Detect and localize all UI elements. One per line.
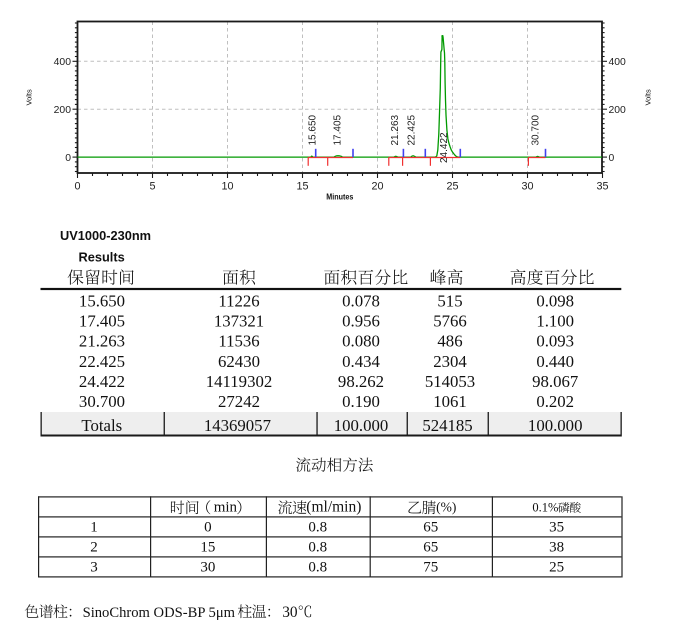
svg-text:30.700: 30.700 xyxy=(531,114,542,145)
svg-text:200: 200 xyxy=(609,105,627,116)
svg-text:24.422: 24.422 xyxy=(79,372,125,391)
svg-text:0.1%: 0.1% xyxy=(532,501,558,515)
svg-text:17.405: 17.405 xyxy=(79,312,125,331)
svg-text:200: 200 xyxy=(54,105,72,116)
svg-text:65: 65 xyxy=(423,520,438,536)
svg-text:17.405: 17.405 xyxy=(332,114,343,145)
svg-text:62430: 62430 xyxy=(218,352,260,371)
svg-text:0.8: 0.8 xyxy=(308,520,327,536)
svg-text:514053: 514053 xyxy=(425,372,475,391)
svg-text:Volts: Volts xyxy=(25,89,34,106)
svg-text:11226: 11226 xyxy=(218,292,259,311)
svg-text:(%): (%) xyxy=(436,500,456,515)
svg-text:0: 0 xyxy=(65,153,71,164)
svg-text:11536: 11536 xyxy=(218,332,259,351)
svg-text:15.650: 15.650 xyxy=(79,292,125,311)
svg-text:30: 30 xyxy=(200,560,215,576)
svg-text:21.263: 21.263 xyxy=(79,332,125,351)
svg-text:Totals: Totals xyxy=(81,416,122,435)
svg-text:0.8: 0.8 xyxy=(308,540,327,556)
svg-text:75: 75 xyxy=(423,560,438,576)
svg-text:25: 25 xyxy=(549,560,564,576)
svg-text:400: 400 xyxy=(54,57,72,68)
svg-text:0.098: 0.098 xyxy=(536,292,574,311)
svg-text:98.262: 98.262 xyxy=(338,372,384,391)
svg-text:20: 20 xyxy=(371,181,383,193)
svg-text:1: 1 xyxy=(90,520,98,536)
svg-text:3: 3 xyxy=(90,560,98,576)
svg-text:98.067: 98.067 xyxy=(532,372,578,391)
svg-text:0.440: 0.440 xyxy=(536,352,574,371)
svg-text:Results: Results xyxy=(79,249,125,264)
svg-text:22.425: 22.425 xyxy=(79,352,125,371)
svg-text:Volts: Volts xyxy=(644,89,653,106)
svg-text:1061: 1061 xyxy=(433,392,467,411)
svg-text:UV1000-230nm: UV1000-230nm xyxy=(60,228,151,243)
svg-text:2304: 2304 xyxy=(433,352,467,371)
svg-text:15.650: 15.650 xyxy=(307,114,318,145)
svg-text:14369057: 14369057 xyxy=(204,416,271,435)
svg-text:38: 38 xyxy=(549,540,564,556)
svg-text:0.8: 0.8 xyxy=(308,560,327,576)
svg-text:5: 5 xyxy=(149,181,155,193)
svg-text:2: 2 xyxy=(90,540,98,556)
svg-text:0.956: 0.956 xyxy=(342,312,380,331)
svg-text:1.100: 1.100 xyxy=(536,312,574,331)
svg-text:14119302: 14119302 xyxy=(206,372,273,391)
svg-text:5766: 5766 xyxy=(433,312,467,331)
svg-text:25: 25 xyxy=(446,181,458,193)
svg-text:30: 30 xyxy=(282,604,298,621)
svg-text:15: 15 xyxy=(200,540,215,556)
svg-text:0: 0 xyxy=(609,153,615,164)
svg-text:min: min xyxy=(214,500,238,516)
svg-text:137321: 137321 xyxy=(214,312,264,331)
svg-text:486: 486 xyxy=(437,332,462,351)
svg-text:0.202: 0.202 xyxy=(536,392,574,411)
svg-text:524185: 524185 xyxy=(422,416,472,435)
svg-text:0.093: 0.093 xyxy=(536,332,574,351)
svg-text:24.422: 24.422 xyxy=(439,132,450,163)
svg-text:0.434: 0.434 xyxy=(342,352,380,371)
svg-text:515: 515 xyxy=(437,292,462,311)
svg-text:10: 10 xyxy=(221,181,233,193)
svg-text:SinoChrom ODS-BP 5μm: SinoChrom ODS-BP 5μm xyxy=(83,605,236,621)
svg-text:21.263: 21.263 xyxy=(390,114,401,145)
svg-text:15: 15 xyxy=(296,181,308,193)
svg-text:Minutes: Minutes xyxy=(326,193,353,202)
svg-text:0: 0 xyxy=(204,520,212,536)
svg-text:0: 0 xyxy=(74,181,80,193)
svg-text:100.000: 100.000 xyxy=(528,416,583,435)
svg-text:35: 35 xyxy=(596,181,608,193)
svg-text:27242: 27242 xyxy=(218,392,260,411)
svg-text:0.190: 0.190 xyxy=(342,392,380,411)
svg-text:100.000: 100.000 xyxy=(334,416,389,435)
svg-text:30: 30 xyxy=(521,181,533,193)
svg-text:0.080: 0.080 xyxy=(342,332,380,351)
svg-text:0.078: 0.078 xyxy=(342,292,380,311)
svg-text:30.700: 30.700 xyxy=(79,392,125,411)
svg-text:(ml/min): (ml/min) xyxy=(306,499,361,516)
svg-text:65: 65 xyxy=(423,540,438,556)
svg-text:22.425: 22.425 xyxy=(406,114,417,145)
svg-text:35: 35 xyxy=(549,520,564,536)
svg-text:400: 400 xyxy=(609,57,627,68)
